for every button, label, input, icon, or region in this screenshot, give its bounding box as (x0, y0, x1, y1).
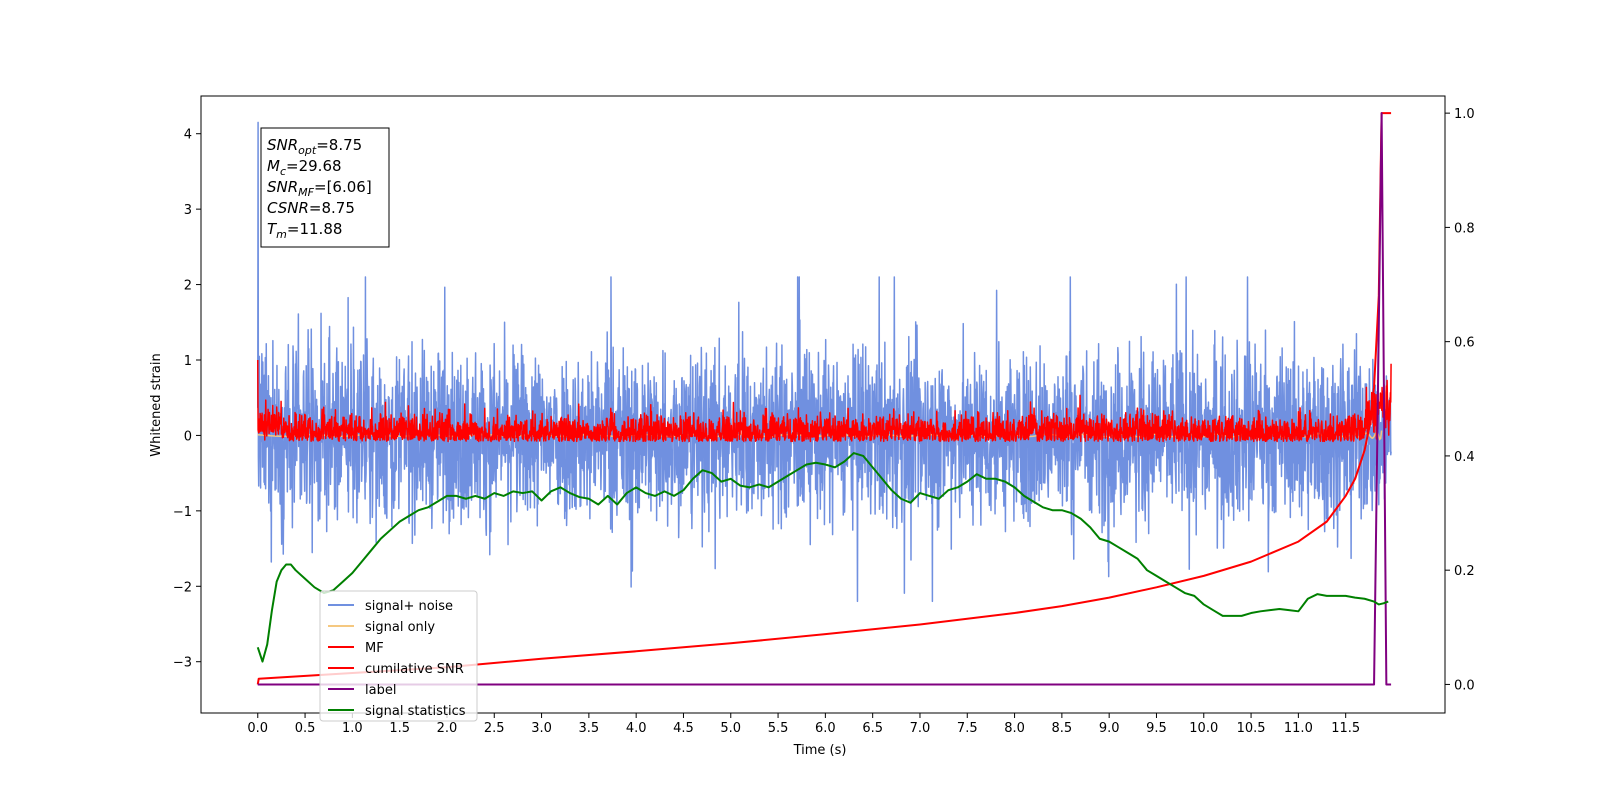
annotation-frame (260, 127, 390, 248)
axes-frame (200, 95, 1446, 714)
annotation-line: Tm=11.88 (267, 220, 342, 241)
annotation-subscript: m (276, 228, 287, 241)
x-tick-label: 4.0 (626, 721, 647, 736)
x-tick-label: 6.5 (862, 721, 883, 736)
annotation-value: =[6.06] (314, 178, 372, 196)
y-tick-label: 3 (184, 203, 192, 218)
annotation-subscript: opt (298, 144, 317, 157)
x-tick-label: 5.0 (720, 721, 741, 736)
legend-label: signal statistics (365, 704, 466, 719)
annotation-line: SNRMF=[6.06] (267, 178, 372, 199)
annotation-symbol: SNR (267, 136, 298, 154)
y2-tick-label: 0.6 (1454, 336, 1475, 351)
x-tick-label: 8.5 (1052, 721, 1073, 736)
x-tick-label: 9.0 (1099, 721, 1120, 736)
annotation-line: Mc=29.68 (267, 157, 342, 178)
y2-tick-label: 0.8 (1454, 221, 1475, 236)
annotation-line: CSNR=8.75 (267, 199, 355, 217)
annotation-value: =8.75 (309, 199, 355, 217)
y-tick-label: 4 (184, 128, 192, 143)
x-tick-label: 7.0 (910, 721, 931, 736)
x-tick-label: 9.5 (1146, 721, 1167, 736)
y-tick-label: 1 (184, 354, 192, 369)
annotation-value: =29.68 (286, 157, 342, 175)
y-tick-label: −1 (173, 505, 192, 520)
series-label-line (257, 112, 1392, 686)
annotation-line: SNRopt=8.75 (267, 136, 362, 157)
y-axis-label: Whitened strain (149, 353, 164, 456)
x-tick-label: 1.0 (342, 721, 363, 736)
series-mf-line (257, 359, 1392, 443)
legend-label: signal only (365, 620, 435, 635)
x-tick-label: 5.5 (768, 721, 789, 736)
x-axis-label: Time (s) (793, 743, 847, 758)
annotation-value: =11.88 (287, 220, 343, 238)
x-tick-label: 2.0 (437, 721, 458, 736)
plot-area (256, 112, 1392, 686)
x-tick-label: 0.5 (295, 721, 316, 736)
x-tick-label: 11.0 (1284, 721, 1313, 736)
annotation-subscript: c (280, 165, 286, 178)
legend-frame (319, 590, 478, 722)
x-tick-label: 8.0 (1004, 721, 1025, 736)
legend-label: cumilative SNR (365, 662, 464, 677)
annotation-symbol: SNR (267, 178, 298, 196)
y2-tick-label: 0.4 (1454, 450, 1475, 465)
x-tick-label: 0.0 (247, 721, 268, 736)
legend: signal+ noise signal only MF cumilative SNR… (319, 590, 478, 722)
legend-label: signal+ noise (365, 599, 453, 614)
plot-lines (256, 112, 1392, 686)
annotation-box: SNRopt=8.75Mc=29.68SNRMF=[6.06]CSNR=8.75… (260, 127, 390, 248)
annotation-symbol: T (267, 220, 278, 238)
y2-tick-label: 0.2 (1454, 564, 1475, 579)
y-tick-label: 0 (184, 429, 192, 444)
y2-tick-label: 1.0 (1454, 107, 1475, 122)
legend-label: MF (365, 641, 384, 656)
legend-label: label (365, 683, 396, 698)
series-cumulative-snr-line (256, 112, 1392, 685)
y-tick-label: 2 (184, 279, 192, 294)
annotation-symbol: CSNR (267, 199, 309, 217)
y-tick-label: −3 (173, 656, 192, 671)
y-axis-left: −3 −2 −1 0 1 2 3 4 (173, 128, 201, 671)
x-tick-label: 11.5 (1331, 721, 1360, 736)
y2-tick-label: 0.0 (1454, 678, 1475, 693)
annotation-symbol: M (267, 157, 280, 175)
x-axis: 0.0 0.5 1.0 1.5 2.0 2.5 3.0 3.5 4.0 4.5 5.0 5.5 6.0 6… (247, 713, 1360, 736)
x-tick-label: 2.5 (484, 721, 505, 736)
series-signal-statistics-line (256, 452, 1389, 663)
annotation-subscript: MF (298, 186, 314, 199)
x-tick-label: 3.5 (579, 721, 600, 736)
annotation-value: =8.75 (316, 136, 362, 154)
x-tick-label: 10.5 (1237, 721, 1266, 736)
series-signal-noise-line (257, 121, 1392, 603)
x-tick-label: 6.0 (815, 721, 836, 736)
x-tick-label: 10.0 (1189, 721, 1218, 736)
x-tick-label: 3.0 (531, 721, 552, 736)
y-tick-label: −2 (173, 580, 192, 595)
x-tick-label: 4.5 (673, 721, 694, 736)
x-tick-label: 1.5 (389, 721, 410, 736)
x-tick-label: 7.5 (957, 721, 978, 736)
y-axis-right: 0.0 0.2 0.4 0.6 0.8 1.0 (1445, 107, 1475, 693)
